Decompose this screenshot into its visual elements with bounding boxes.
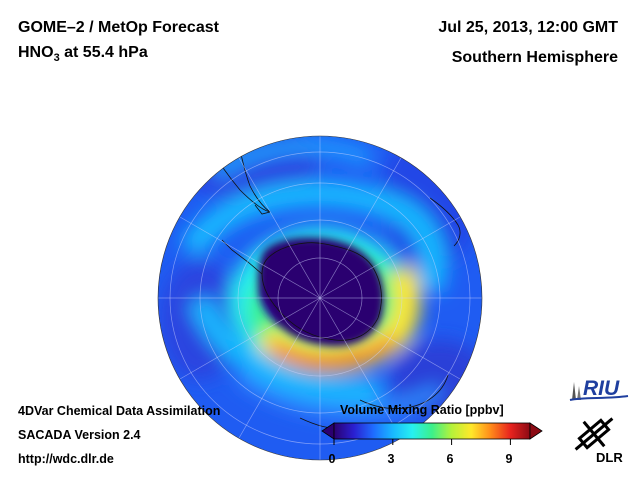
hemisphere-label: Southern Hemisphere (451, 49, 618, 66)
forecast-date: Jul 25, 2013, 12:00 GMT (438, 19, 618, 36)
riu-logo-text: RIU (583, 377, 620, 400)
colorbar-tick-label: 0 (328, 452, 336, 466)
footer-url[interactable]: http://wdc.dlr.de (18, 452, 114, 466)
colorbar (321, 422, 543, 445)
species-subscript: 3 (53, 52, 60, 65)
title-line1: GOME–2 / MetOp Forecast (18, 19, 219, 36)
species-name: HNO (18, 44, 54, 61)
dlr-logo: DLR (564, 412, 628, 471)
dlr-logo-text: DLR (596, 450, 623, 465)
graticule (158, 136, 482, 460)
colorbar-gradient (333, 422, 531, 440)
footer-version: SACADA Version 2.4 (18, 428, 141, 442)
title-line2: HNO3 at 55.4 hPa (18, 44, 148, 64)
colorbar-tick-label: 9 (505, 452, 513, 466)
footer-method: 4DVar Chemical Data Assimilation (18, 404, 221, 418)
colorbar-tick-label: 6 (446, 452, 454, 466)
riu-logo: RIU (568, 372, 630, 407)
pressure-level: at 55.4 hPa (59, 44, 148, 61)
colorbar-tick-label: 3 (387, 452, 395, 466)
colorbar-title: Volume Mixing Ratio [ppbv] (340, 403, 504, 417)
colorbar-max-arrow (529, 422, 543, 440)
